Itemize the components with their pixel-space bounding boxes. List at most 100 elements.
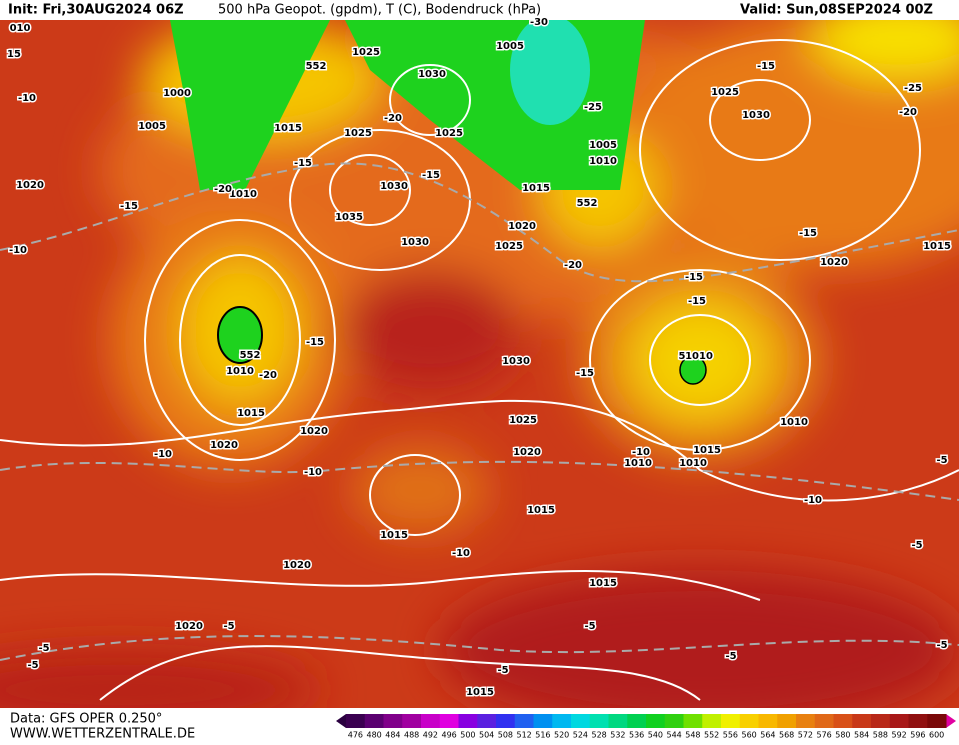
scale-label: 580 [835, 731, 850, 740]
data-source: Data: GFS OPER 0.250° [10, 712, 162, 727]
isobar-label: 1020 [820, 257, 848, 268]
geopotential-label: 5 [679, 351, 686, 362]
scale-swatch [758, 714, 778, 728]
scale-label: 564 [760, 731, 775, 740]
scale-label: 532 [610, 731, 625, 740]
isobar-label: 1005 [589, 140, 617, 151]
scale-label: 480 [366, 731, 381, 740]
scale-swatch [721, 714, 741, 728]
scale-label: 592 [891, 731, 906, 740]
scale-label: 500 [460, 731, 475, 740]
isobar-label: 1035 [335, 212, 363, 223]
temperature-label: -15 [757, 61, 775, 72]
isobar-label: 1020 [283, 560, 311, 571]
isobar-label: 1015 [522, 183, 550, 194]
isobar-label: 15 [7, 49, 21, 60]
scale-label: 524 [573, 731, 588, 740]
isobar-label: 1015 [589, 578, 617, 589]
temperature-label: -5 [725, 651, 736, 662]
scale-label: 560 [741, 731, 756, 740]
scale-swatch [402, 714, 422, 728]
scale-swatch [646, 714, 666, 728]
scale-label: 588 [873, 731, 888, 740]
temperature-label: -10 [154, 449, 172, 460]
scale-swatch [589, 714, 609, 728]
scale-label: 596 [910, 731, 925, 740]
temperature-label: -10 [18, 93, 36, 104]
scale-swatch [683, 714, 703, 728]
isobar-label: 1010 [780, 417, 808, 428]
isobar-label: 1020 [175, 621, 203, 632]
valid-time: Valid: Sun,08SEP2024 00Z [740, 3, 933, 18]
isobar-label: 1010 [624, 458, 652, 469]
temperature-label: -20 [564, 260, 582, 271]
scale-label: 576 [816, 731, 831, 740]
scale-swatch [852, 714, 872, 728]
isobar-label: 1025 [509, 415, 537, 426]
scale-swatch [439, 714, 459, 728]
scale-label: 536 [629, 731, 644, 740]
isobar-label: 1030 [401, 237, 429, 248]
isobar-label: 1025 [352, 47, 380, 58]
isobar-label: 1010 [226, 366, 254, 377]
temperature-label: -15 [688, 296, 706, 307]
isobar-label: 1005 [496, 41, 524, 52]
isobar-label: 1000 [163, 88, 191, 99]
scale-swatch [664, 714, 684, 728]
scale-label: 552 [704, 731, 719, 740]
temperature-label: -20 [384, 113, 402, 124]
isobar-label: 1025 [435, 128, 463, 139]
isobar-label: 1015 [274, 123, 302, 134]
scale-label: 600 [929, 731, 944, 740]
scale-label: 492 [423, 731, 438, 740]
scale-swatch [608, 714, 628, 728]
isobar-label: 1005 [138, 121, 166, 132]
temperature-label: -15 [422, 170, 440, 181]
scale-label: 504 [479, 731, 494, 740]
isobar-label: 1010 [685, 351, 713, 362]
isobar-label: 1015 [237, 408, 265, 419]
temperature-label: -5 [936, 455, 947, 466]
temperature-label: -15 [294, 158, 312, 169]
scale-label: 548 [685, 731, 700, 740]
scale-swatch [346, 714, 366, 728]
scale-label: 488 [404, 731, 419, 740]
scale-label: 572 [798, 731, 813, 740]
scale-swatch [702, 714, 722, 728]
map-labels: 010 15 1000 1005 1020 1010 1015 1025 1030 1025 102… [6, 16, 953, 700]
scale-swatch [552, 714, 572, 728]
scale-swatch [458, 714, 478, 728]
isobar-label: 1030 [418, 69, 446, 80]
scale-swatch [927, 714, 947, 728]
isobar-label: 1025 [344, 128, 372, 139]
isobar-label: 1015 [466, 687, 494, 698]
temperature-label: -15 [799, 228, 817, 239]
scale-label: 528 [591, 731, 606, 740]
temperature-label: -10 [9, 245, 27, 256]
temperature-label: -15 [306, 337, 324, 348]
isobar-label: 1025 [495, 241, 523, 252]
temperature-label: -30 [530, 17, 548, 28]
isobar-label: 1020 [513, 447, 541, 458]
isobar-label: 1015 [923, 241, 951, 252]
geopotential-label: 552 [240, 350, 261, 361]
isobar-label: 1030 [502, 356, 530, 367]
scale-label: 476 [348, 731, 363, 740]
temperature-label: -10 [304, 467, 322, 478]
temperature-label: -25 [904, 83, 922, 94]
scale-swatch [496, 714, 516, 728]
color-scale: 476 480 484 488 492 496 500 504 508 512 516 520 524 5… [336, 714, 956, 740]
scale-swatch [908, 714, 928, 728]
isobar-label: 1010 [229, 189, 257, 200]
temperature-label: -5 [936, 640, 947, 651]
scale-label: 520 [554, 731, 569, 740]
scale-swatch [889, 714, 909, 728]
scale-label: 544 [666, 731, 681, 740]
temperature-label: -5 [27, 660, 38, 671]
scale-swatch [364, 714, 384, 728]
scale-swatch [533, 714, 553, 728]
isobar-label: 1015 [380, 530, 408, 541]
temperature-label: -10 [804, 495, 822, 506]
geopotential-label: 552 [306, 61, 327, 72]
